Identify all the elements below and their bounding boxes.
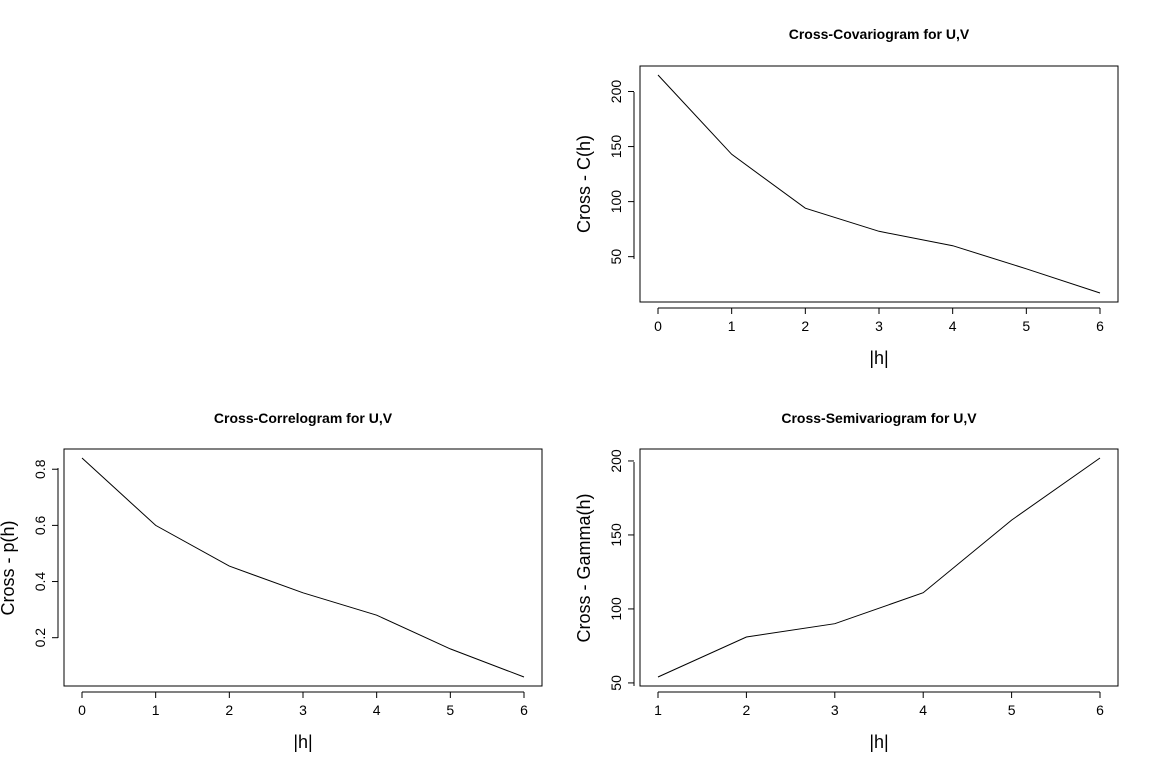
y-tick-label: 0.8 xyxy=(32,459,48,479)
x-ticks: 0 1 2 3 4 5 6 xyxy=(654,308,1104,334)
x-tick-label: 2 xyxy=(801,318,809,334)
y-tick-label: 200 xyxy=(608,449,624,473)
x-tick-label: 3 xyxy=(875,318,883,334)
x-tick-label: 2 xyxy=(743,702,751,718)
correlogram-panel: Cross-Correlogram for U,V 0 1 2 3 4 5 6 0.2 0.4… xyxy=(0,410,543,752)
chart-title: Cross-Correlogram for U,V xyxy=(214,410,393,426)
x-tick-label: 1 xyxy=(654,702,662,718)
y-tick-label: 100 xyxy=(608,190,624,214)
x-tick-label: 6 xyxy=(520,702,528,718)
plot-frame xyxy=(63,448,543,687)
plot-frame xyxy=(639,65,1119,303)
x-tick-label: 5 xyxy=(1008,702,1016,718)
semivariogram-panel: Cross-Semivariogram for U,V 1 2 3 4 5 6 50 100… xyxy=(574,410,1119,752)
y-axis-label: Cross - p(h) xyxy=(0,520,18,615)
x-ticks: 1 2 3 4 5 6 xyxy=(654,692,1104,718)
y-tick-label: 200 xyxy=(608,80,624,104)
y-tick-label: 0.2 xyxy=(32,628,48,648)
x-tick-label: 0 xyxy=(654,318,662,334)
x-axis-label: |h| xyxy=(293,732,312,752)
x-tick-label: 1 xyxy=(152,702,160,718)
y-axis-label: Cross - C(h) xyxy=(574,135,594,233)
x-tick-label: 1 xyxy=(728,318,736,334)
x-tick-label: 3 xyxy=(831,702,839,718)
y-tick-label: 50 xyxy=(608,249,624,265)
x-axis-label: |h| xyxy=(869,348,888,368)
x-axis-label: |h| xyxy=(869,732,888,752)
x-ticks: 0 1 2 3 4 5 6 xyxy=(78,692,528,718)
y-tick-label: 100 xyxy=(608,597,624,621)
y-tick-label: 50 xyxy=(608,675,624,691)
y-tick-label: 0.6 xyxy=(32,515,48,535)
x-tick-label: 5 xyxy=(1022,318,1030,334)
chart-title: Cross-Covariogram for U,V xyxy=(789,26,970,42)
x-tick-label: 3 xyxy=(299,702,307,718)
x-tick-label: 0 xyxy=(78,702,86,718)
plot-frame xyxy=(639,448,1119,687)
x-tick-label: 4 xyxy=(919,702,927,718)
y-ticks: 50 100 150 200 xyxy=(608,449,634,691)
x-tick-label: 5 xyxy=(446,702,454,718)
x-tick-label: 4 xyxy=(373,702,381,718)
y-ticks: 50 100 150 200 xyxy=(608,80,634,265)
y-tick-label: 0.4 xyxy=(32,572,48,592)
x-tick-label: 4 xyxy=(949,318,957,334)
y-axis-label: Cross - Gamma(h) xyxy=(574,493,594,642)
x-tick-label: 6 xyxy=(1096,702,1104,718)
x-tick-label: 6 xyxy=(1096,318,1104,334)
correlogram-series-line xyxy=(81,457,525,678)
x-tick-label: 2 xyxy=(225,702,233,718)
chart-title: Cross-Semivariogram for U,V xyxy=(781,410,977,426)
y-tick-label: 150 xyxy=(608,135,624,159)
y-ticks: 0.2 0.4 0.6 0.8 xyxy=(32,459,58,647)
covariogram-panel: Cross-Covariogram for U,V 0 1 2 3 4 5 6 50 100 1… xyxy=(574,26,1119,368)
semivariogram-series-line xyxy=(657,457,1101,678)
covariogram-series-line xyxy=(657,74,1101,294)
y-tick-label: 150 xyxy=(608,523,624,547)
